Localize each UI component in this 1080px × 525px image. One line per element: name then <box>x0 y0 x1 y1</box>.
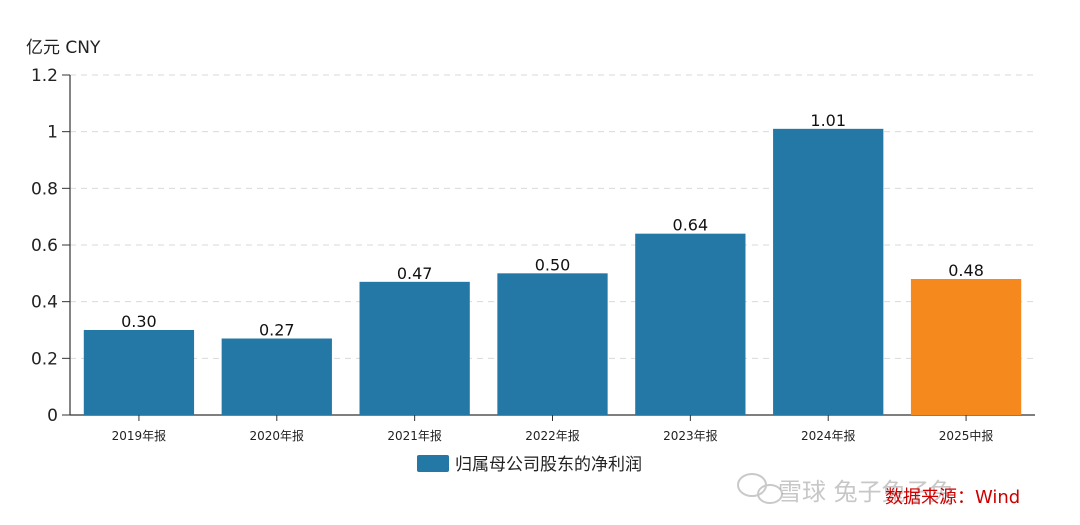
bar <box>635 233 746 415</box>
y-tick-label: 0 <box>47 406 58 426</box>
y-tick-label: 1 <box>47 123 58 143</box>
bar <box>497 273 608 415</box>
legend-swatch <box>417 455 449 472</box>
bars <box>83 128 1022 416</box>
bar <box>910 279 1022 415</box>
wechat-icon <box>737 473 783 504</box>
x-tick-label: 2020年报 <box>250 428 305 443</box>
data-label: 0.64 <box>673 216 709 235</box>
x-tick-label: 2019年报 <box>112 428 167 443</box>
watermark: 雪球 兔子兔子兔 <box>737 473 954 506</box>
x-tick-label: 2025中报 <box>939 428 994 443</box>
data-label: 0.27 <box>259 321 295 340</box>
y-unit-label: 亿元 CNY <box>26 38 101 58</box>
y-tick-label: 0.2 <box>31 349 58 369</box>
bar <box>221 338 332 415</box>
legend-label: 归属母公司股东的净利润 <box>455 455 642 475</box>
bar <box>83 330 195 415</box>
data-label: 0.50 <box>535 255 571 274</box>
x-tick-label: 2021年报 <box>387 428 442 443</box>
watermark-text: 雪球 兔子兔子兔 <box>778 478 954 506</box>
y-tick-label: 0.8 <box>31 179 58 199</box>
data-label: 0.30 <box>121 312 157 331</box>
source-note: 数据来源：Wind <box>885 487 1020 508</box>
y-tick-label: 0.6 <box>31 236 58 256</box>
x-tick-label: 2022年报 <box>525 428 580 443</box>
bar <box>773 128 884 416</box>
labels: 0 0.2 0.4 0.6 0.8 1 1.2 0.30 2019年报 0.27 2020年报 0.4… <box>31 66 993 443</box>
x-tick-label: 2024年报 <box>801 428 856 443</box>
data-label: 0.47 <box>397 264 433 283</box>
y-tick-label: 1.2 <box>31 66 58 86</box>
data-label: 1.01 <box>810 111 846 130</box>
y-tick-label: 0.4 <box>31 293 58 313</box>
legend: 归属母公司股东的净利润 <box>417 455 642 475</box>
data-label: 0.48 <box>948 261 984 280</box>
x-tick-label: 2023年报 <box>663 428 718 443</box>
bar <box>359 281 470 415</box>
